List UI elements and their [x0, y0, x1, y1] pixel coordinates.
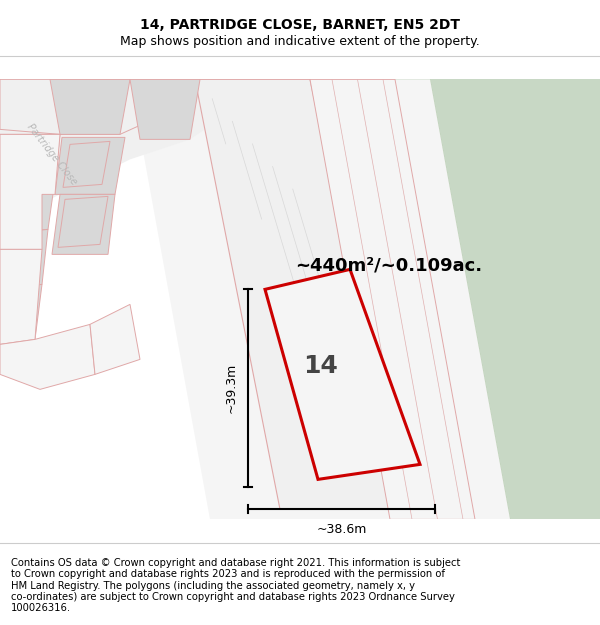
Text: 100026316.: 100026316. — [11, 603, 71, 613]
Polygon shape — [195, 79, 400, 509]
Text: HM Land Registry. The polygons (including the associated geometry, namely x, y: HM Land Registry. The polygons (includin… — [11, 581, 415, 591]
Polygon shape — [395, 79, 510, 519]
Polygon shape — [0, 79, 510, 519]
Text: ~38.6m: ~38.6m — [316, 523, 367, 536]
Polygon shape — [0, 79, 195, 134]
Polygon shape — [130, 79, 200, 139]
Polygon shape — [58, 196, 108, 248]
Polygon shape — [430, 79, 600, 519]
Text: co-ordinates) are subject to Crown copyright and database rights 2023 Ordnance S: co-ordinates) are subject to Crown copyr… — [11, 592, 455, 602]
Polygon shape — [55, 138, 125, 194]
Polygon shape — [50, 79, 130, 134]
Text: Partridge Close: Partridge Close — [25, 122, 79, 187]
Polygon shape — [0, 79, 280, 219]
Text: 14: 14 — [303, 354, 338, 377]
Text: Contains OS data © Crown copyright and database right 2021. This information is : Contains OS data © Crown copyright and d… — [11, 558, 460, 568]
Polygon shape — [0, 134, 60, 179]
Text: ~440m²/~0.109ac.: ~440m²/~0.109ac. — [295, 256, 482, 274]
Polygon shape — [0, 229, 48, 289]
Polygon shape — [0, 324, 95, 389]
Polygon shape — [310, 79, 475, 519]
Polygon shape — [63, 141, 110, 188]
Polygon shape — [130, 79, 510, 519]
Polygon shape — [0, 179, 55, 234]
Text: Map shows position and indicative extent of the property.: Map shows position and indicative extent… — [120, 36, 480, 48]
Text: 14, PARTRIDGE CLOSE, BARNET, EN5 2DT: 14, PARTRIDGE CLOSE, BARNET, EN5 2DT — [140, 18, 460, 32]
Polygon shape — [0, 134, 60, 249]
Polygon shape — [265, 269, 420, 479]
Polygon shape — [0, 284, 42, 339]
Polygon shape — [90, 304, 140, 374]
Text: to Crown copyright and database rights 2023 and is reproduced with the permissio: to Crown copyright and database rights 2… — [11, 569, 445, 579]
Polygon shape — [52, 194, 115, 254]
Text: ~39.3m: ~39.3m — [225, 363, 238, 414]
Polygon shape — [0, 249, 42, 344]
